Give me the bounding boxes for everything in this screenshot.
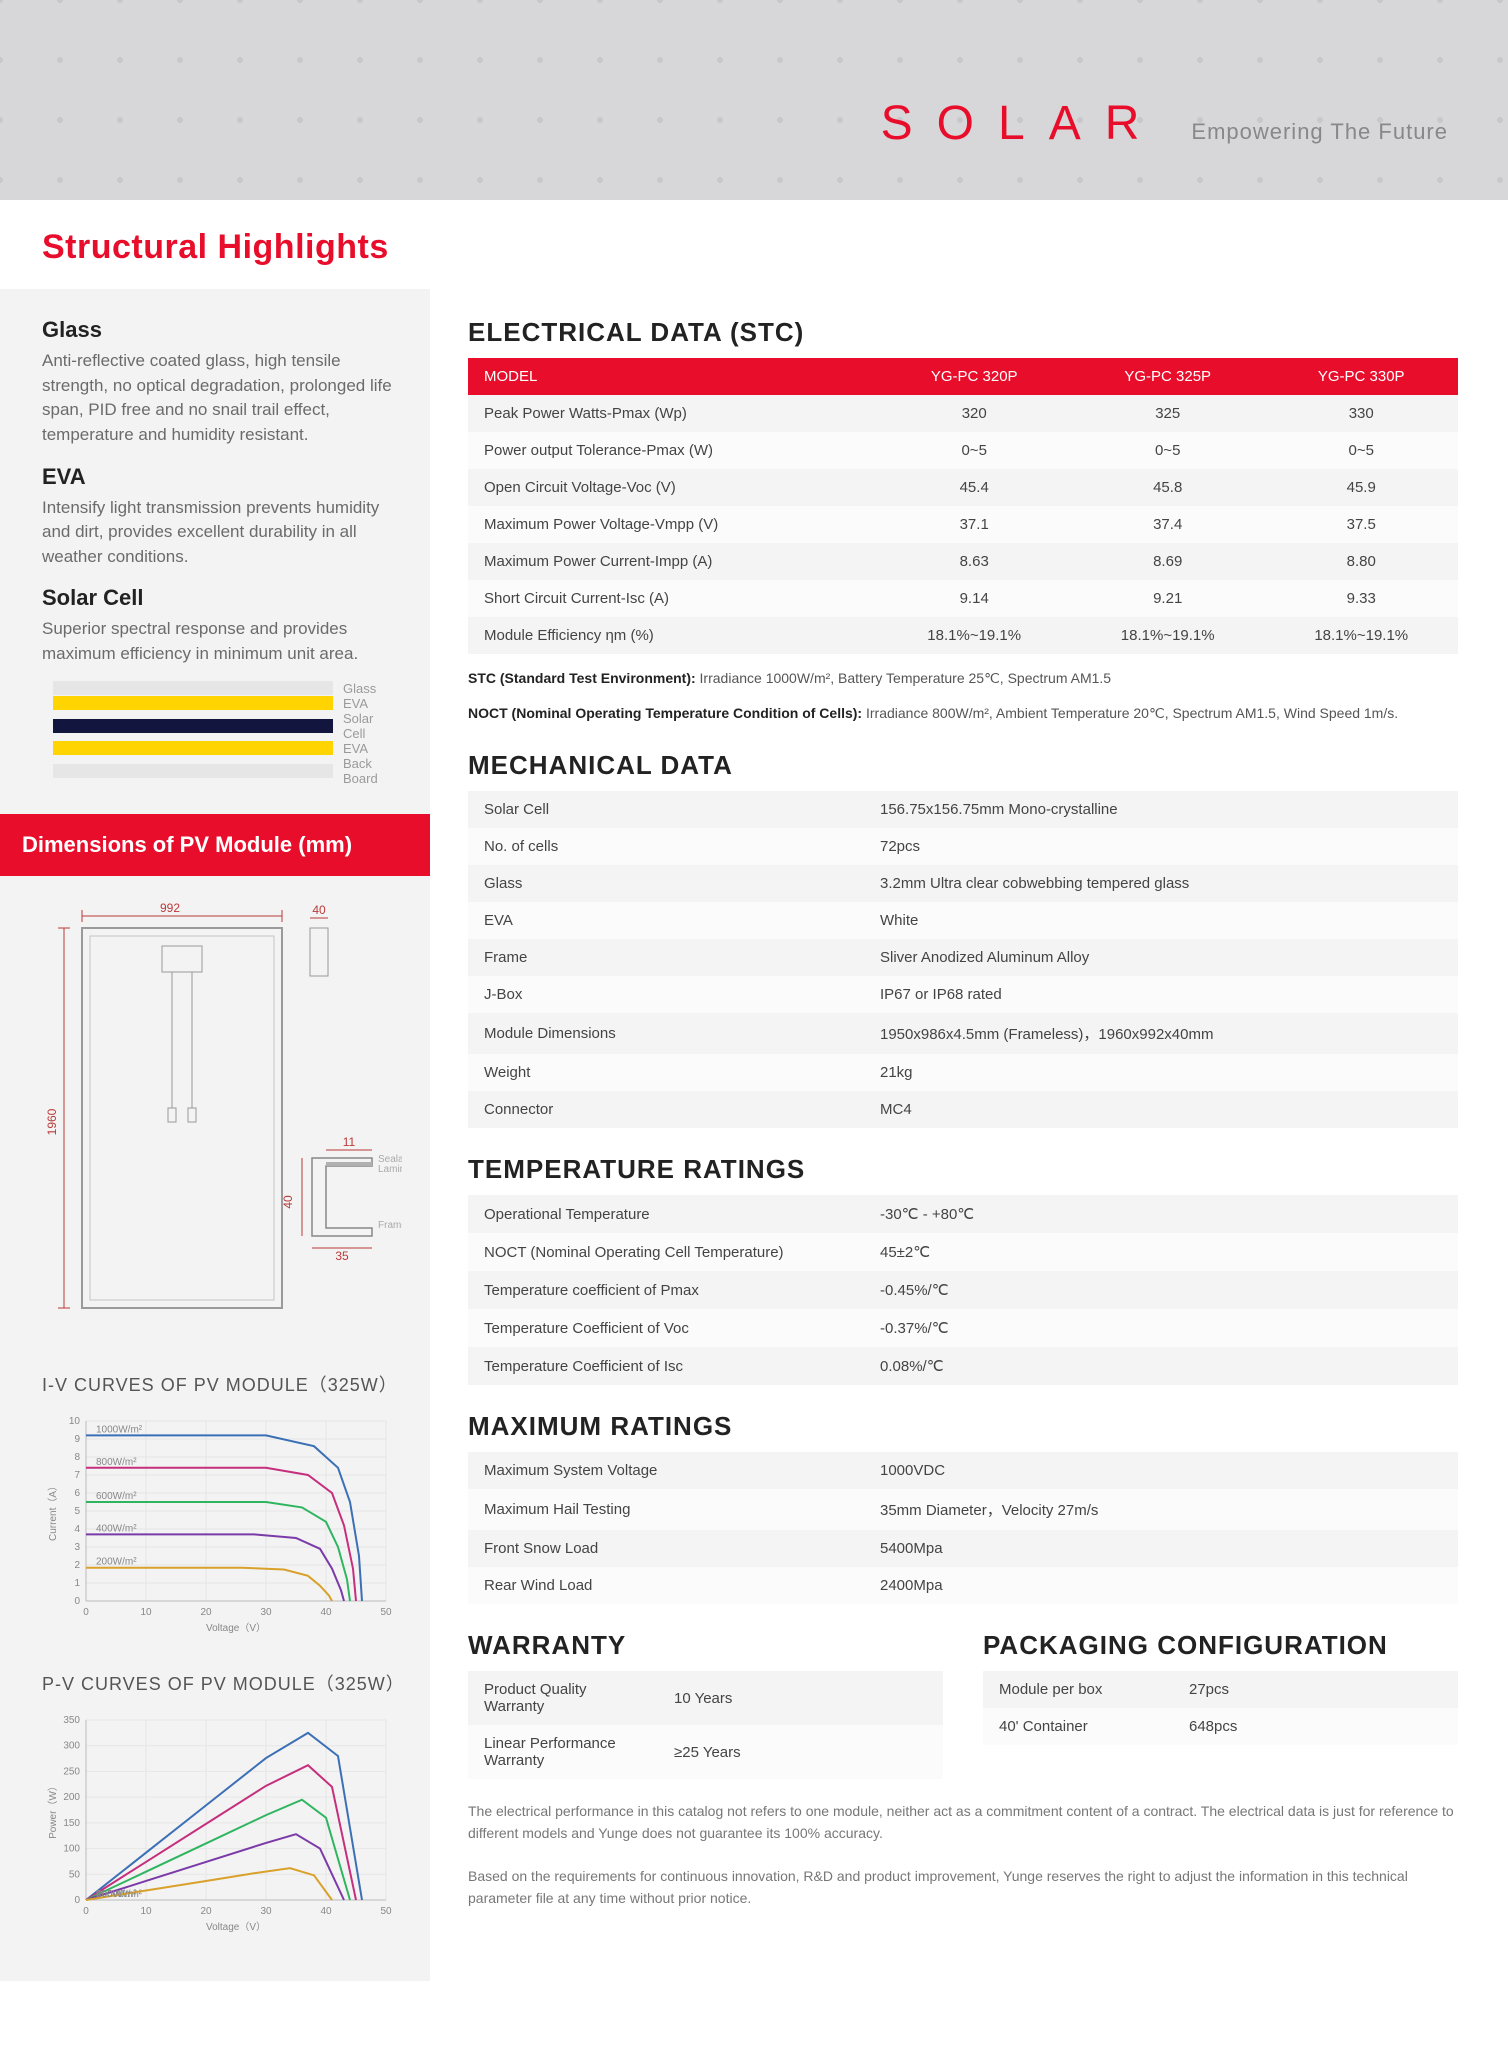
svg-text:250: 250 [63, 1766, 80, 1777]
svg-text:Power（W）: Power（W） [47, 1781, 59, 1839]
glass-heading: Glass [42, 317, 404, 343]
svg-text:0: 0 [83, 1906, 89, 1917]
svg-text:0: 0 [74, 1596, 80, 1607]
noct-note: NOCT (Nominal Operating Temperature Cond… [468, 703, 1458, 724]
svg-text:0: 0 [74, 1895, 80, 1906]
svg-text:5: 5 [74, 1506, 80, 1517]
packaging-table: Module per box27pcs40' Container648pcs [983, 1671, 1458, 1745]
disclaimer-1: The electrical performance in this catal… [468, 1801, 1458, 1844]
sidebar: Glass Anti-reflective coated glass, high… [0, 289, 430, 1981]
svg-text:992: 992 [160, 901, 180, 915]
svg-text:4: 4 [74, 1524, 80, 1535]
solarcell-text: Superior spectral response and provides … [42, 617, 404, 666]
eva-text: Intensify light transmission prevents hu… [42, 496, 404, 570]
svg-text:8: 8 [74, 1452, 80, 1463]
warranty-table: Product Quality Warranty10 YearsLinear P… [468, 1671, 943, 1779]
svg-text:300: 300 [63, 1740, 80, 1751]
svg-text:10: 10 [140, 1906, 152, 1917]
electrical-table: MODELYG-PC 320PYG-PC 325PYG-PC 330P Peak… [468, 358, 1458, 654]
svg-text:20: 20 [200, 1607, 212, 1618]
main-content: ELECTRICAL DATA (STC) MODELYG-PC 320PYG-… [430, 289, 1508, 1981]
mechanical-table: Solar Cell156.75x156.75mm Mono-crystalli… [468, 791, 1458, 1128]
top-banner: SOLAR Empowering The Future [0, 0, 1508, 200]
svg-text:800W/m²: 800W/m² [96, 1457, 137, 1468]
svg-text:1960: 1960 [45, 1108, 59, 1135]
eva-heading: EVA [42, 464, 404, 490]
stc-note: STC (Standard Test Environment): Irradia… [468, 668, 1458, 689]
brand-name: SOLAR [881, 96, 1164, 151]
svg-text:11: 11 [343, 1135, 356, 1149]
svg-text:40: 40 [312, 903, 326, 917]
main-heading: Structural Highlights [42, 228, 1508, 267]
pv-chart: 0 10 20 30 40 50 0 50 100 150 200 250 300 350 Voltage（… [42, 1706, 402, 1936]
glass-text: Anti-reflective coated glass, high tensi… [42, 349, 404, 448]
svg-text:Voltage（V）: Voltage（V） [206, 1622, 266, 1634]
layer-diagram: GlassEVASolar CellEVABack Board [53, 681, 393, 786]
svg-text:150: 150 [63, 1818, 80, 1829]
iv-chart: 0 10 20 30 40 50 0 1 2 3 4 5 6 7 8 9 10 Voltage（V） Current… [42, 1407, 402, 1637]
svg-text:40: 40 [320, 1607, 332, 1618]
svg-text:10: 10 [69, 1416, 81, 1427]
maximum-table: Maximum System Voltage1000VDCMaximum Hai… [468, 1452, 1458, 1604]
brand-tagline: Empowering The Future [1191, 119, 1448, 145]
svg-text:0: 0 [83, 1607, 89, 1618]
svg-text:3: 3 [74, 1542, 80, 1553]
svg-text:30: 30 [260, 1607, 272, 1618]
brand: SOLAR Empowering The Future [881, 96, 1448, 151]
svg-text:6: 6 [74, 1488, 80, 1499]
svg-text:30: 30 [260, 1906, 272, 1917]
svg-text:40: 40 [281, 1195, 295, 1209]
svg-text:10: 10 [140, 1607, 152, 1618]
svg-text:Lamination: Lamination [378, 1164, 402, 1175]
pv-chart-title: P-V CURVES OF PV MODULE（325W） [42, 1670, 404, 1696]
svg-text:50: 50 [69, 1869, 81, 1880]
packaging-heading: PACKAGING CONFIGURATION [983, 1630, 1458, 1661]
svg-text:50: 50 [380, 1607, 392, 1618]
dimensions-title: Dimensions of PV Module (mm) [0, 814, 430, 876]
maximum-heading: MAXIMUM RATINGS [468, 1411, 1458, 1442]
electrical-heading: ELECTRICAL DATA (STC) [468, 317, 1458, 348]
iv-chart-title: I-V CURVES OF PV MODULE（325W） [42, 1371, 404, 1397]
svg-text:200: 200 [63, 1792, 80, 1803]
warranty-heading: WARRANTY [468, 1630, 943, 1661]
svg-text:9: 9 [74, 1434, 80, 1445]
svg-text:40: 40 [320, 1906, 332, 1917]
svg-text:400W/m²: 400W/m² [96, 1523, 137, 1534]
temperature-heading: TEMPERATURE RATINGS [468, 1154, 1458, 1185]
svg-text:20: 20 [200, 1906, 212, 1917]
mechanical-heading: MECHANICAL DATA [468, 750, 1458, 781]
svg-text:1000W/m²: 1000W/m² [96, 1424, 143, 1435]
svg-text:7: 7 [74, 1470, 80, 1481]
svg-text:Frame: Frame [378, 1220, 402, 1231]
temperature-table: Operational Temperature-30℃ - +80℃NOCT (… [468, 1195, 1458, 1385]
disclaimer-2: Based on the requirements for continuous… [468, 1866, 1458, 1909]
svg-text:Voltage（V）: Voltage（V） [206, 1921, 266, 1933]
svg-text:1: 1 [74, 1578, 80, 1589]
svg-text:600W/m²: 600W/m² [96, 1491, 137, 1502]
svg-text:200W/m²: 200W/m² [96, 1889, 137, 1900]
svg-text:35: 35 [335, 1249, 349, 1263]
panel-dimension-diagram: 992 1960 40 35 40 11 Sealant Lamination [42, 898, 402, 1338]
svg-text:2: 2 [74, 1560, 80, 1571]
svg-text:100: 100 [63, 1843, 80, 1854]
svg-text:Current（A）: Current（A） [47, 1481, 59, 1541]
svg-text:200W/m²: 200W/m² [96, 1556, 137, 1567]
svg-text:350: 350 [63, 1715, 80, 1726]
svg-text:50: 50 [380, 1906, 392, 1917]
solarcell-heading: Solar Cell [42, 585, 404, 611]
